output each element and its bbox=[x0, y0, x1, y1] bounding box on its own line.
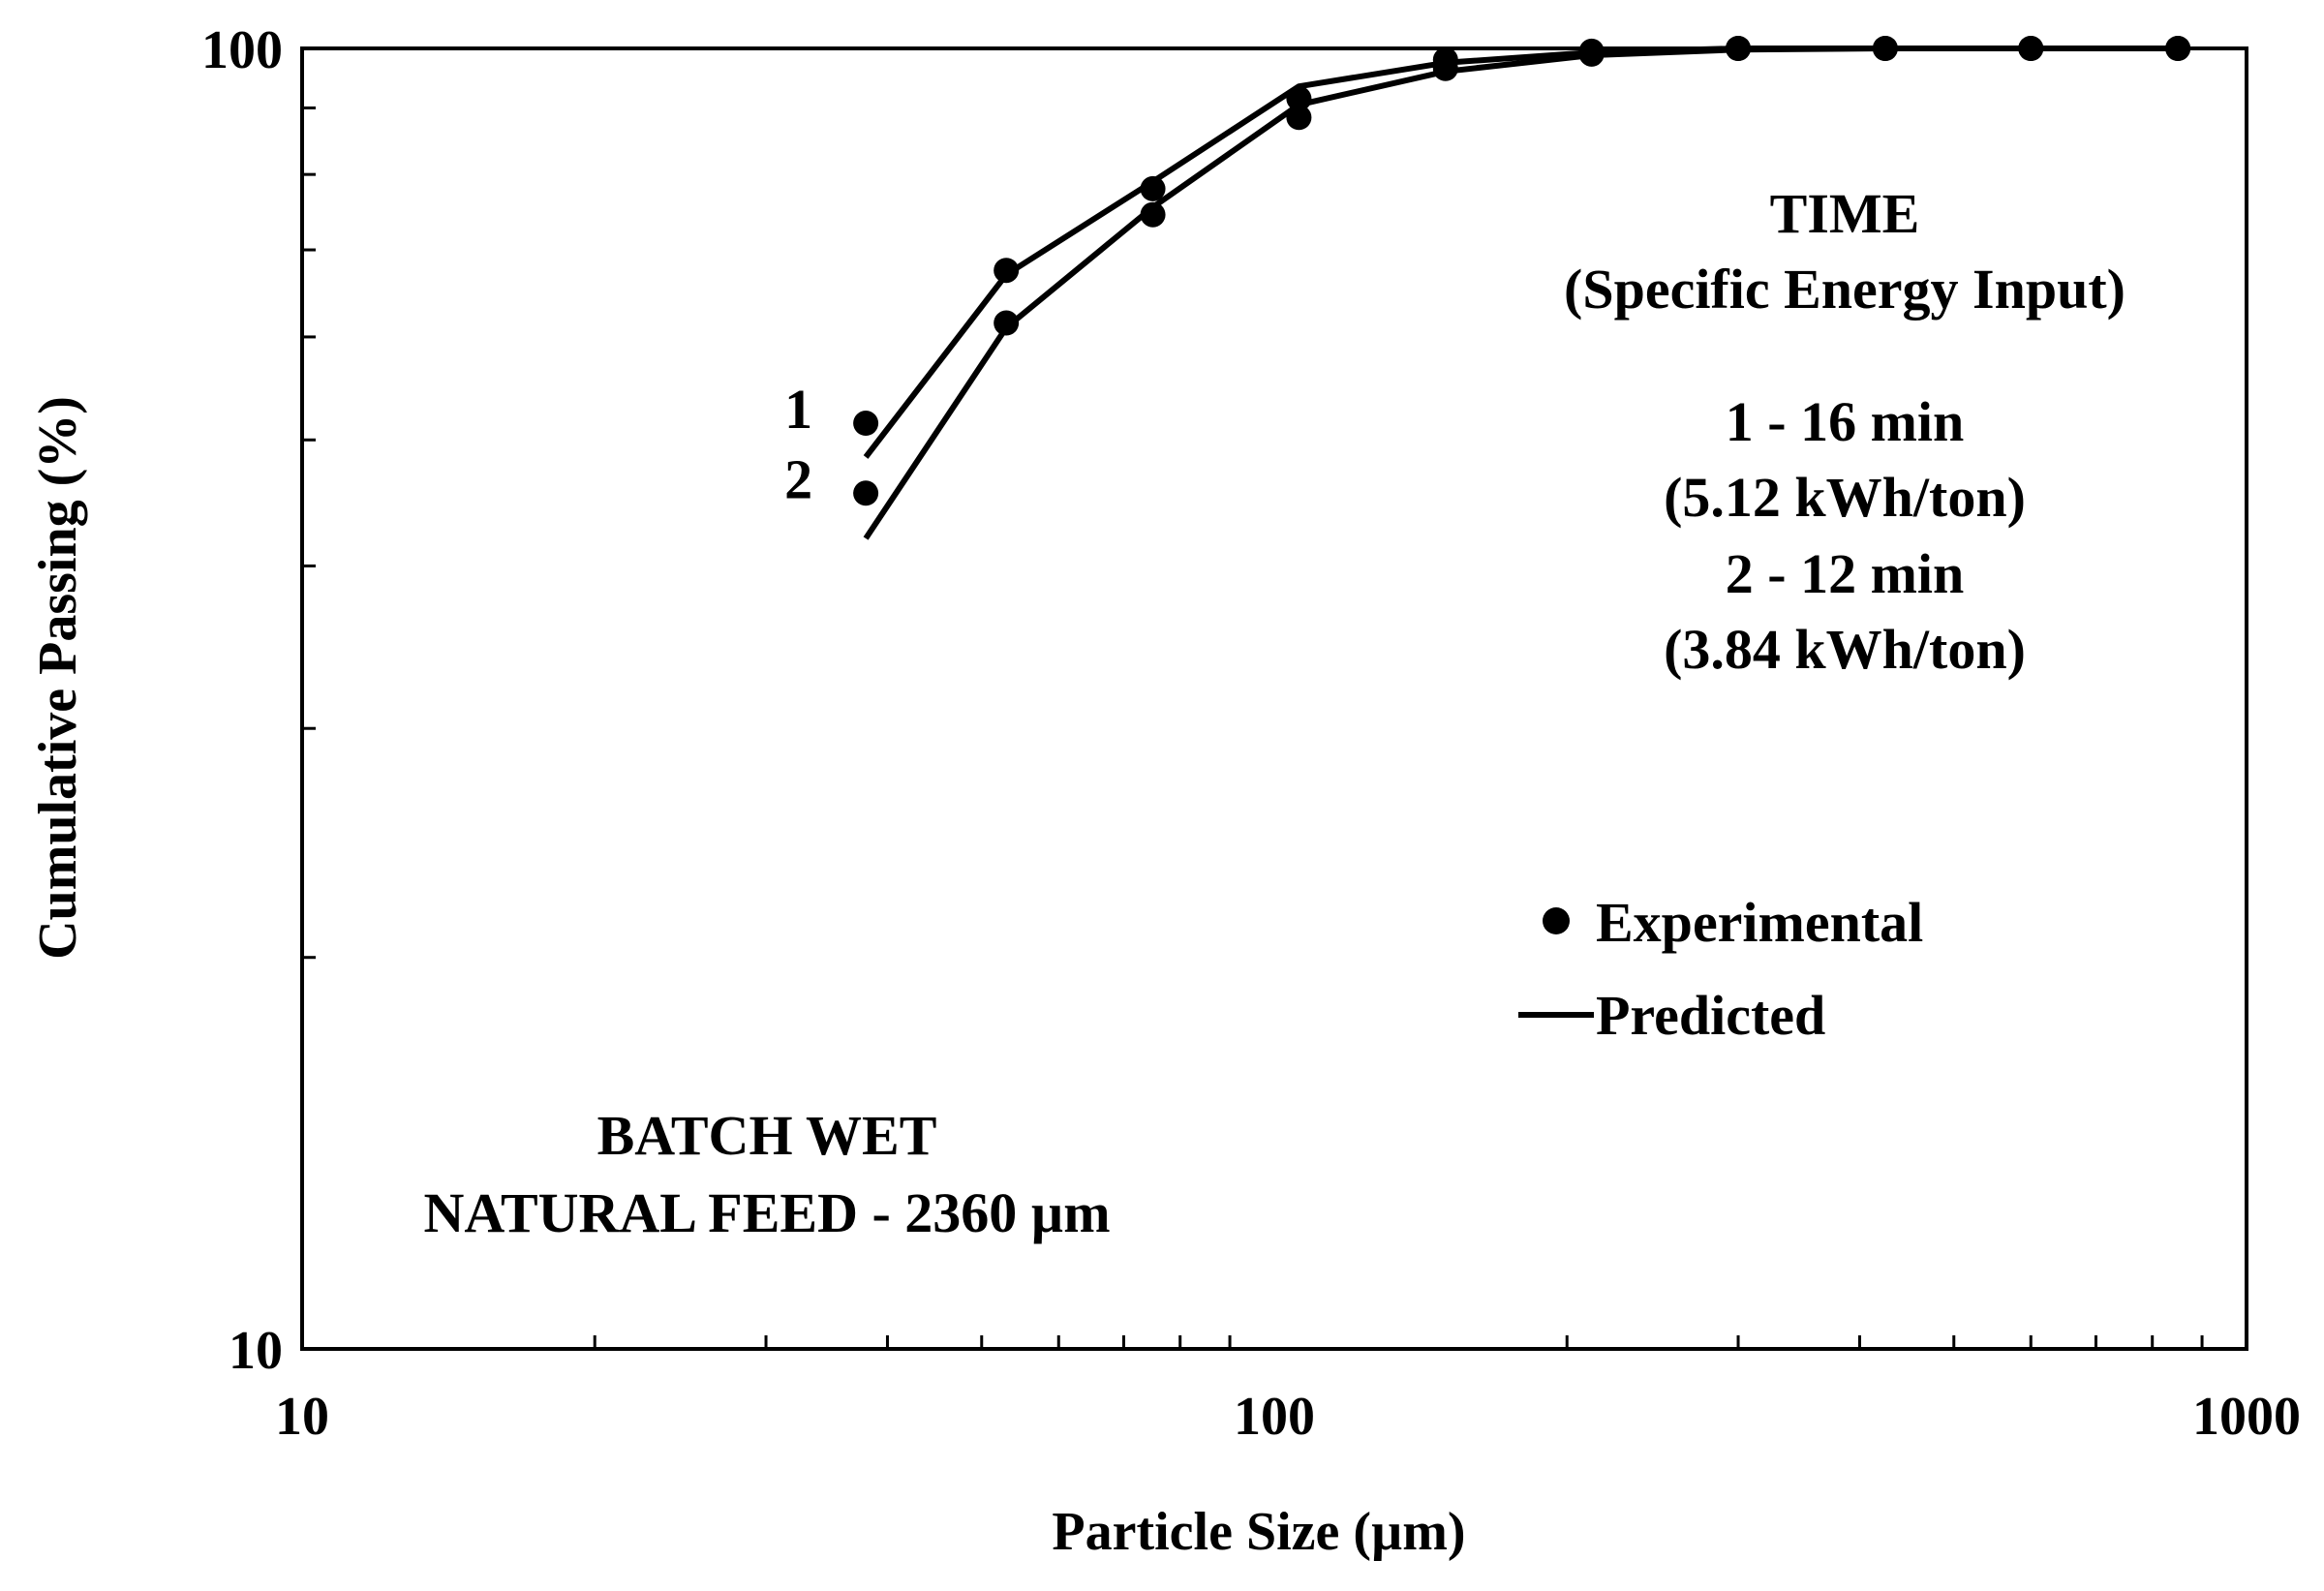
batch-line-1: BATCH WET bbox=[597, 1104, 937, 1167]
series-1-curve-label: 1 bbox=[784, 378, 812, 441]
time-heading: TIME bbox=[1770, 182, 1920, 245]
time-subheading: (Specific Energy Input) bbox=[1564, 258, 2125, 321]
series-1-experimental-point bbox=[994, 258, 1020, 284]
legend-experimental-marker bbox=[1543, 907, 1570, 934]
y-tick-label: 10 bbox=[229, 1321, 283, 1381]
series-2-experimental-point bbox=[853, 480, 879, 506]
series-1-energy: (5.12 kWh/ton) bbox=[1664, 466, 2026, 529]
x-tick-label: 1000 bbox=[2192, 1387, 2301, 1447]
series-2-experimental-point bbox=[1140, 201, 1166, 228]
series-2-experimental-point bbox=[1578, 41, 1605, 67]
legend-experimental-label: Experimental bbox=[1596, 891, 1923, 954]
series-1-time: 1 - 16 min bbox=[1726, 390, 1965, 453]
x-axis-title: Particle Size (µm) bbox=[1052, 1502, 1465, 1562]
batch-line-2: NATURAL FEED - 2360 µm bbox=[423, 1181, 1110, 1244]
series-2-time: 2 - 12 min bbox=[1726, 542, 1965, 605]
y-axis-title: Cumulative Passing (%) bbox=[28, 396, 88, 960]
legend: Experimental Predicted bbox=[1518, 891, 1923, 1047]
tick-labels-layer: 10 100 1000 10 100 bbox=[201, 20, 2301, 1447]
minor-ticks-layer bbox=[302, 46, 2204, 1351]
batch-annotation: BATCH WET NATURAL FEED - 2360 µm bbox=[423, 1104, 1110, 1244]
x-tick-label: 100 bbox=[1234, 1387, 1315, 1447]
series-2-energy: (3.84 kWh/ton) bbox=[1664, 618, 2026, 681]
time-annotation: TIME (Specific Energy Input) 1 - 16 min … bbox=[1564, 182, 2125, 681]
series-2-experimental-point bbox=[1432, 55, 1458, 81]
series-2-experimental-point bbox=[1286, 105, 1312, 131]
series-2-experimental-point bbox=[994, 310, 1020, 336]
y-tick-label: 100 bbox=[201, 20, 283, 80]
series-1-experimental-point bbox=[853, 411, 879, 437]
x-tick-label: 10 bbox=[275, 1387, 329, 1447]
series-2-curve-label: 2 bbox=[784, 447, 812, 510]
plot-area-frame bbox=[300, 46, 2248, 1351]
legend-predicted-label: Predicted bbox=[1596, 984, 1825, 1047]
series-1-experimental-point bbox=[1140, 175, 1166, 201]
